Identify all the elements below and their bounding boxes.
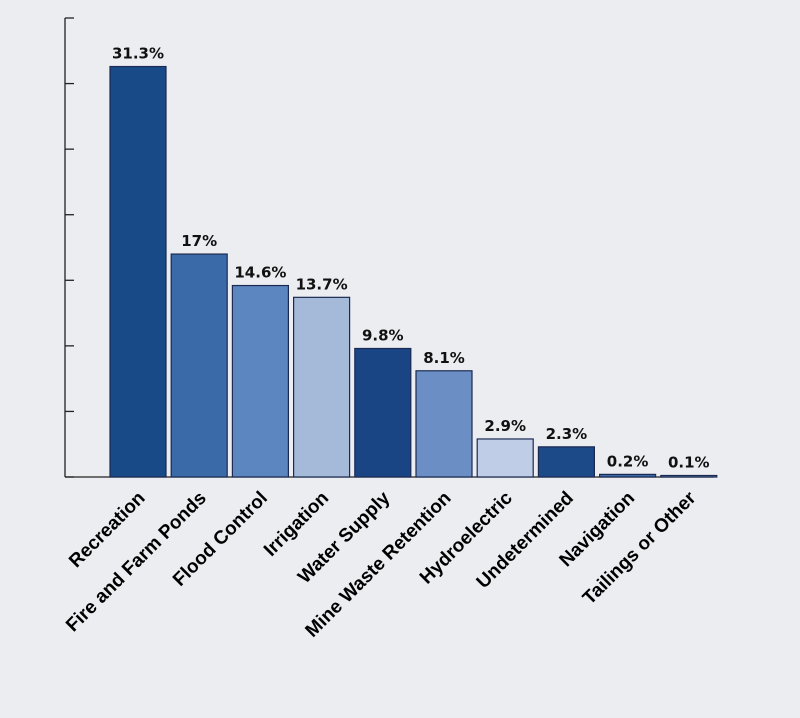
bar-navigation xyxy=(598,473,657,478)
value-label: 2.9% xyxy=(484,417,526,435)
bar-mine-waste-retention xyxy=(415,370,473,478)
bar-irrigation xyxy=(293,296,351,478)
value-label: 0.1% xyxy=(668,454,710,472)
value-label: 2.3% xyxy=(546,425,588,443)
value-label: 13.7% xyxy=(296,275,348,293)
bar-fire-and-farm-ponds xyxy=(170,253,228,478)
bar-recreation xyxy=(109,65,167,478)
value-label: 31.3% xyxy=(112,45,164,63)
bar-hydroelectric xyxy=(476,438,534,478)
bar-flood-control xyxy=(231,284,289,478)
value-label: 9.8% xyxy=(362,326,404,344)
value-label: 17% xyxy=(181,232,217,250)
value-label: 0.2% xyxy=(607,452,649,470)
value-labels: 31.3% 17% 14.6% 13.7% 9.8% 8.1% 2.9% 2.3% 0.2% 0.… xyxy=(112,45,710,472)
bar-undetermined xyxy=(537,446,596,478)
value-label: 8.1% xyxy=(423,349,465,367)
bar-water-supply xyxy=(354,347,412,478)
value-label: 14.6% xyxy=(234,264,286,282)
bar-tailings-or-other xyxy=(660,474,718,478)
bars xyxy=(109,65,718,478)
